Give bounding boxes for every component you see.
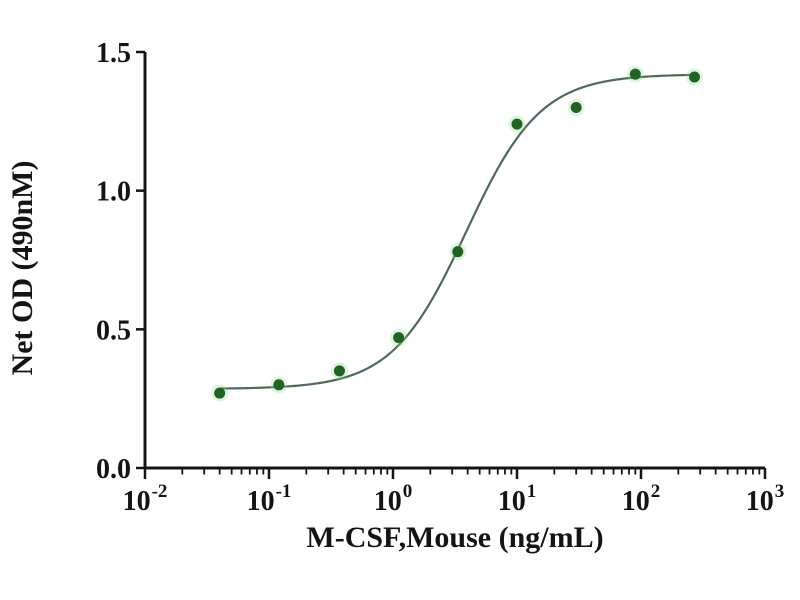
x-axis-title: M-CSF,Mouse (ng/mL) (306, 521, 603, 554)
x-tick-label: 10-1 (247, 481, 292, 517)
y-tick-label: 0.0 (96, 454, 131, 485)
y-tick-label: 1.0 (96, 177, 131, 208)
fit-curve (218, 73, 696, 390)
chart-generated-layer: 0.0 0.5 1.0 1.5 10-2 10-1 100 101 102 103 (96, 38, 784, 517)
y-tick-label: 1.5 (96, 38, 131, 69)
x-tick-label: 100 (374, 481, 413, 517)
data-point (452, 246, 464, 258)
y-tick-label: 0.5 (96, 315, 131, 346)
data-point (393, 332, 405, 344)
data-point (688, 71, 700, 83)
x-tick-label: 102 (622, 481, 661, 517)
x-tick-label: 101 (498, 481, 537, 517)
data-point (511, 118, 523, 130)
data-point (570, 101, 582, 113)
x-tick-label: 10-2 (123, 481, 168, 517)
data-point (629, 68, 641, 80)
y-axis-title: Net OD (490nM) (6, 161, 39, 376)
x-tick-label: 103 (746, 481, 785, 517)
data-point (273, 379, 285, 391)
data-point (214, 387, 226, 399)
data-point (333, 365, 345, 377)
